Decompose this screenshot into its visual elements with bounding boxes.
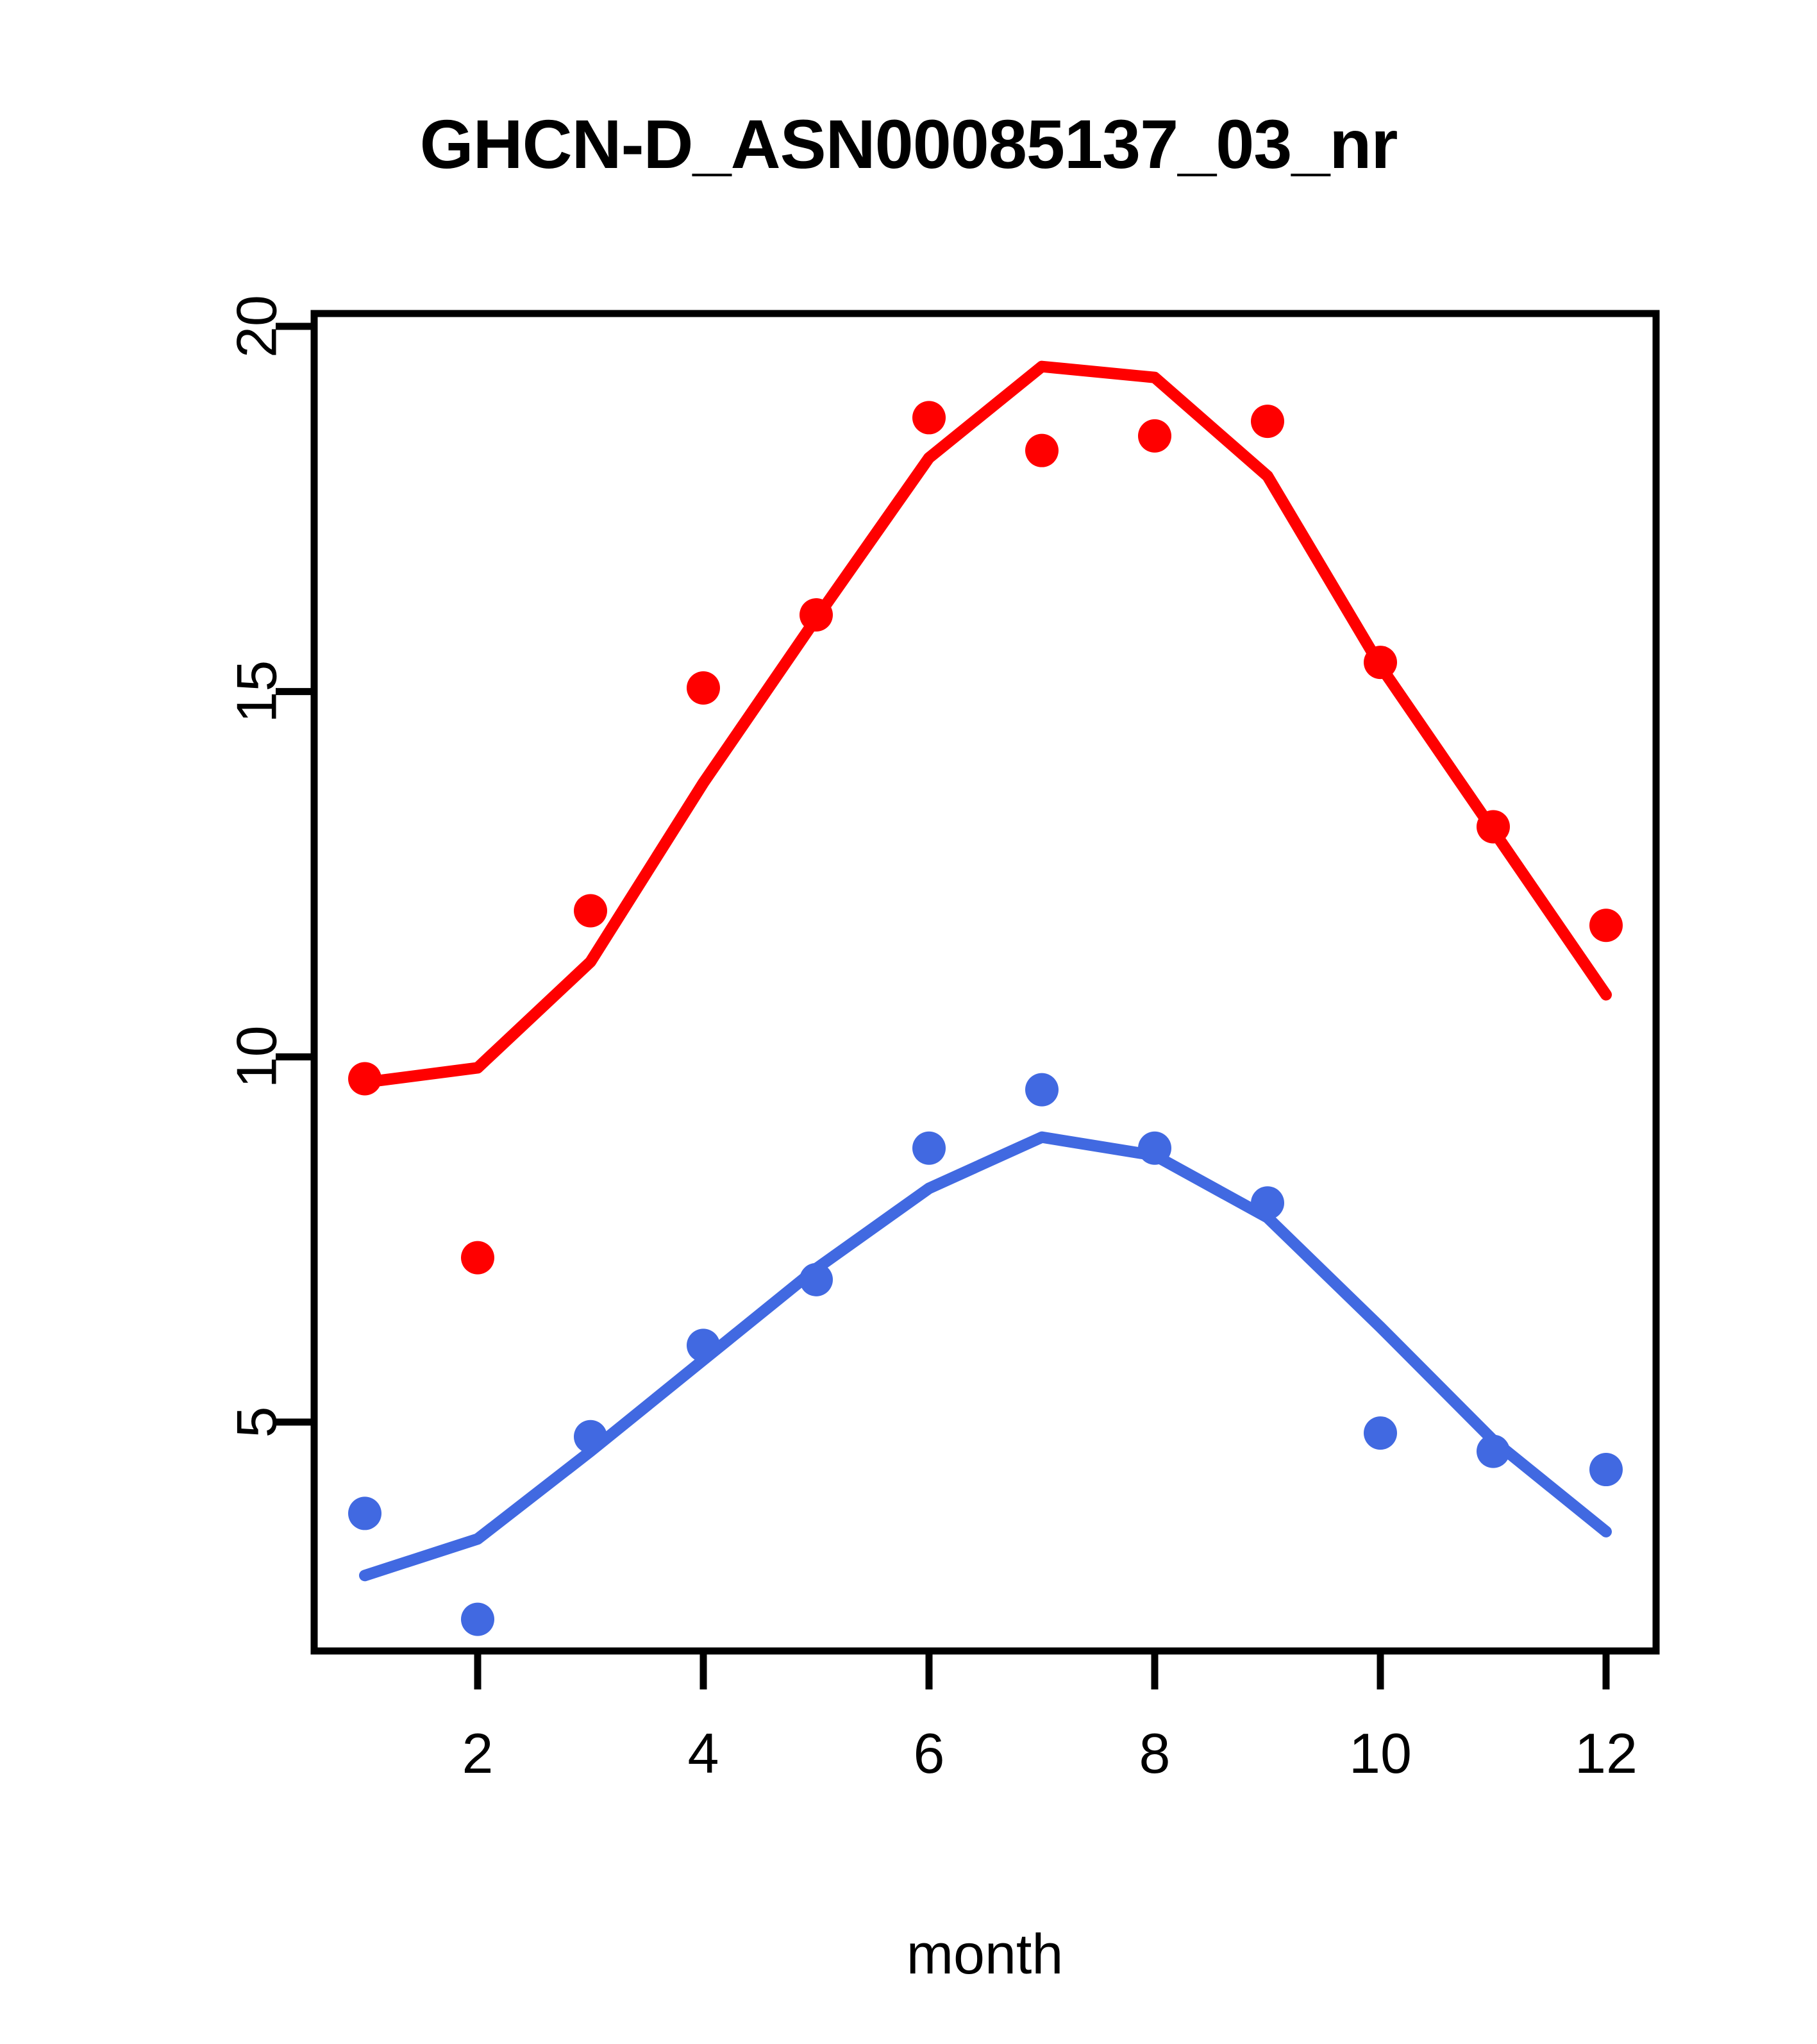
x-axis-tick-label: 12 — [1575, 1721, 1637, 1785]
series-line-blue-line — [359, 1131, 1612, 1582]
data-point-blue-points — [1251, 1186, 1284, 1220]
data-point-blue-points — [348, 1496, 381, 1530]
data-point-red-points — [912, 401, 946, 435]
x-axis: 2 4 6 8 10 12 — [462, 1651, 1637, 1785]
x-axis-tick-label: 8 — [1139, 1721, 1171, 1785]
data-point-blue-points — [1364, 1416, 1397, 1450]
x-axis-tick-label: 2 — [462, 1721, 494, 1785]
data-point-blue-points — [1138, 1131, 1171, 1165]
y-axis-ticks — [276, 323, 314, 1426]
data-point-blue-points — [1025, 1073, 1059, 1107]
data-point-blue-points — [1589, 1453, 1623, 1487]
data-point-red-points — [1251, 405, 1284, 439]
data-point-red-points — [1589, 909, 1623, 942]
data-point-red-points — [348, 1062, 381, 1096]
data-point-blue-points — [912, 1131, 946, 1165]
x-axis-ticks — [474, 1651, 1610, 1689]
page-title: GHCN-D_ASN00085137_03_nr — [419, 105, 1398, 183]
data-point-red-points — [800, 598, 833, 632]
y-axis-tick-label: 5 — [225, 1407, 289, 1438]
data-point-blue-points — [800, 1262, 833, 1296]
data-point-red-points — [1364, 646, 1397, 680]
y-axis-tick-labels: 5 10 15 20 — [225, 295, 289, 1437]
series-lines — [359, 360, 1612, 1582]
x-axis-tick-label: 10 — [1349, 1721, 1412, 1785]
data-point-red-points — [461, 1241, 494, 1275]
plot-frame — [310, 310, 1660, 1655]
data-point-blue-points — [1477, 1434, 1510, 1468]
x-axis-title: month — [907, 1922, 1064, 1986]
y-axis: 5 10 15 20 — [225, 295, 314, 1437]
data-point-red-points — [574, 894, 607, 928]
data-point-blue-points — [461, 1602, 494, 1636]
x-axis-tick-labels: 2 4 6 8 10 12 — [462, 1721, 1637, 1785]
data-point-red-points — [1138, 419, 1171, 453]
y-axis-tick-label: 15 — [225, 660, 289, 723]
data-point-red-points — [687, 671, 720, 705]
data-point-red-points — [1477, 810, 1510, 844]
data-point-blue-points — [574, 1420, 607, 1453]
series-line-red-line — [359, 360, 1612, 1089]
series-points — [348, 401, 1623, 1636]
x-axis-tick-label: 6 — [914, 1721, 945, 1785]
data-point-blue-points — [687, 1328, 720, 1362]
y-axis-tick-label: 10 — [225, 1025, 289, 1088]
y-axis-tick-label: 20 — [225, 295, 289, 358]
x-axis-tick-label: 4 — [688, 1721, 719, 1785]
data-point-red-points — [1025, 433, 1059, 467]
